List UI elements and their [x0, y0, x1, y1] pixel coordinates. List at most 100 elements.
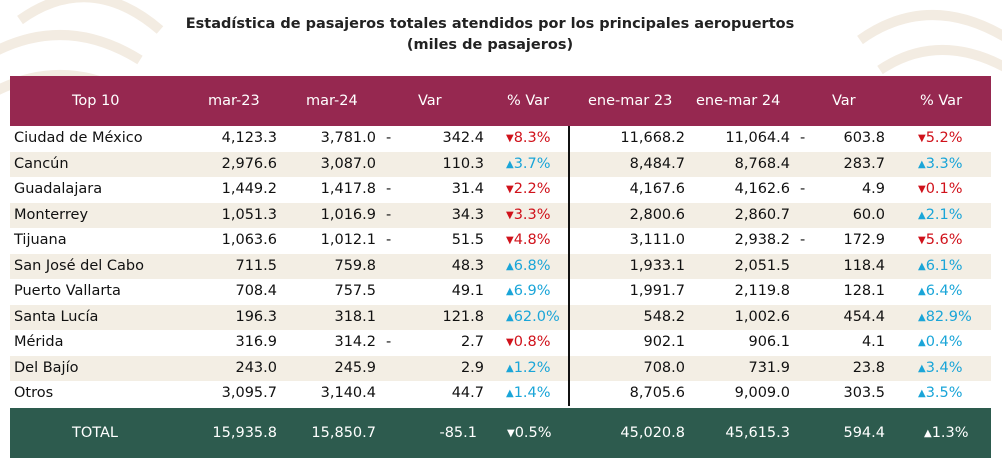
header-var: Var — [418, 93, 442, 109]
header-ytd-pct-var: % Var — [920, 93, 963, 109]
ytd-pct-var: ▼0.1% — [918, 177, 963, 204]
ytd-pct-var-value: 3.4% — [925, 359, 963, 376]
mar-24-value: 318.1 — [334, 308, 376, 325]
ytd-pct-var: ▼5.6% — [918, 228, 963, 255]
airport-name: Santa Lucía — [14, 308, 99, 325]
pct-var: ▼8.3% — [506, 126, 551, 153]
total-row: TOTAL 15,935.8 15,850.7 -85.1 ▼0.5% 45,0… — [10, 408, 991, 458]
header-ene-mar-23: ene-mar 23 — [588, 93, 673, 109]
table-row: Guadalajara 1,449.2 1,417.8-31.4 ▼2.2% 4,167… — [10, 177, 991, 203]
table-row: Del Bajío 243.0 245.9 2.9 ▲1.2% 708.0 731.9 23.… — [10, 355, 991, 383]
ytd-pct-var: ▲82.9% — [918, 305, 972, 332]
down-arrow-icon: ▼ — [507, 428, 515, 439]
ytd-var-value: 303.5 — [843, 385, 885, 401]
ytd-var-sign: - — [800, 181, 806, 197]
ene-mar-23-value: 902.1 — [643, 334, 685, 350]
mar-23-value: 1,051.3 — [221, 206, 277, 223]
mar-23-value: 4,123.3 — [221, 130, 277, 146]
ytd-pct-var-value: 6.1% — [925, 257, 963, 274]
down-arrow-icon: ▼ — [506, 133, 514, 144]
ytd-pct-var: ▼5.2% — [918, 126, 963, 153]
var-value: 110.3 — [442, 155, 484, 172]
mar-23-value: 2,976.6 — [221, 155, 277, 172]
pct-var-value: 6.8% — [513, 257, 551, 274]
mar-23-value: 316.9 — [235, 334, 277, 350]
var-value: 51.5 — [451, 232, 484, 248]
total-label: TOTAL — [72, 425, 118, 441]
total-pct-value: 0.5% — [514, 425, 552, 441]
airport-name: Mérida — [14, 334, 64, 350]
airport-name: Puerto Vallarta — [14, 283, 121, 299]
table-row: Mérida 316.9 314.2-2.7 ▼0.8% 902.1 906.1 4.1 ▲0… — [10, 330, 991, 356]
ytd-pct-var: ▲6.4% — [918, 279, 963, 306]
down-arrow-icon: ▼ — [506, 209, 514, 221]
ytd-var-value: 4.9 — [861, 181, 885, 197]
ene-mar-23-value: 8,705.6 — [629, 385, 685, 401]
ytd-var-value: 454.4 — [843, 308, 885, 325]
var-value: 342.4 — [442, 130, 484, 146]
var-sign: - — [386, 130, 392, 146]
ene-mar-24-value: 2,119.8 — [734, 283, 790, 299]
table-row: Ciudad de México 4,123.3 3,781.0-342.4 ▼8.3… — [10, 126, 991, 152]
mar-23-value: 1,449.2 — [221, 181, 277, 197]
ytd-pct-var: ▲3.4% — [918, 356, 963, 383]
table-row: Puerto Vallarta 708.4 757.5 49.1 ▲6.9% 1,991.… — [10, 279, 991, 305]
header-top10: Top 10 — [72, 93, 120, 109]
pct-var-value: 8.3% — [513, 130, 551, 146]
mar-24-value: 3,087.0 — [320, 155, 376, 172]
mar-24-value: 1,417.8 — [320, 181, 376, 197]
column-separator — [568, 126, 570, 406]
ene-mar-23-value: 548.2 — [643, 308, 685, 325]
pct-var-value: 1.4% — [513, 385, 551, 401]
header-ytd-var: Var — [832, 93, 856, 109]
down-arrow-icon: ▼ — [506, 235, 514, 246]
mar-24-value: 3,140.4 — [320, 385, 376, 401]
header-mar-23: mar-23 — [208, 93, 260, 109]
up-arrow-icon: ▲ — [924, 428, 932, 439]
airport-name: Otros — [14, 385, 54, 401]
down-arrow-icon: ▼ — [506, 337, 514, 348]
var-value: 34.3 — [451, 206, 484, 223]
var-value: 2.7 — [460, 334, 484, 350]
up-arrow-icon: ▲ — [918, 388, 926, 399]
total-pct-var: ▼0.5% — [507, 408, 552, 460]
up-arrow-icon: ▲ — [506, 362, 514, 374]
total-ytd-pct-var: ▲1.3% — [924, 408, 969, 460]
var-value: 49.1 — [451, 283, 484, 299]
ytd-pct-var-value: 5.6% — [925, 232, 963, 248]
total-var: -85.1 — [439, 425, 477, 441]
ene-mar-24-value: 2,860.7 — [734, 206, 790, 223]
title-line-2: (miles de pasajeros) — [406, 37, 574, 53]
ene-mar-24-value: 906.1 — [748, 334, 790, 350]
total-ytd-pct-value: 1.3% — [931, 425, 969, 441]
var-sign: - — [386, 206, 392, 223]
ene-mar-23-value: 3,111.0 — [629, 232, 685, 248]
ene-mar-23-value: 708.0 — [643, 359, 685, 376]
var-value: 121.8 — [442, 308, 484, 325]
up-arrow-icon: ▲ — [918, 158, 926, 170]
airport-name: Ciudad de México — [14, 130, 143, 146]
ene-mar-24-value: 8,768.4 — [734, 155, 790, 172]
ytd-pct-var: ▲2.1% — [918, 203, 963, 230]
ene-mar-23-value: 4,167.6 — [629, 181, 685, 197]
ytd-var-value: 118.4 — [843, 257, 885, 274]
airport-name: Monterrey — [14, 206, 89, 223]
var-value: 31.4 — [451, 181, 484, 197]
pct-var-value: 0.8% — [513, 334, 551, 350]
airport-name: Tijuana — [14, 232, 67, 248]
ytd-var-value: 283.7 — [843, 155, 885, 172]
ytd-pct-var-value: 2.1% — [925, 206, 963, 223]
pct-var-value: 6.9% — [513, 283, 551, 299]
mar-24-value: 245.9 — [334, 359, 376, 376]
pct-var: ▼3.3% — [506, 203, 551, 230]
mar-23-value: 243.0 — [235, 359, 277, 376]
up-arrow-icon: ▲ — [506, 260, 514, 272]
mar-24-value: 1,016.9 — [320, 206, 376, 223]
ytd-var-sign: - — [800, 130, 806, 146]
up-arrow-icon: ▲ — [918, 337, 926, 348]
airport-name: San José del Cabo — [14, 257, 144, 274]
mar-23-value: 708.4 — [235, 283, 277, 299]
total-ytd-var: 594.4 — [843, 425, 885, 441]
ytd-var-value: 23.8 — [852, 359, 885, 376]
total-ene-mar-24: 45,615.3 — [725, 425, 790, 441]
